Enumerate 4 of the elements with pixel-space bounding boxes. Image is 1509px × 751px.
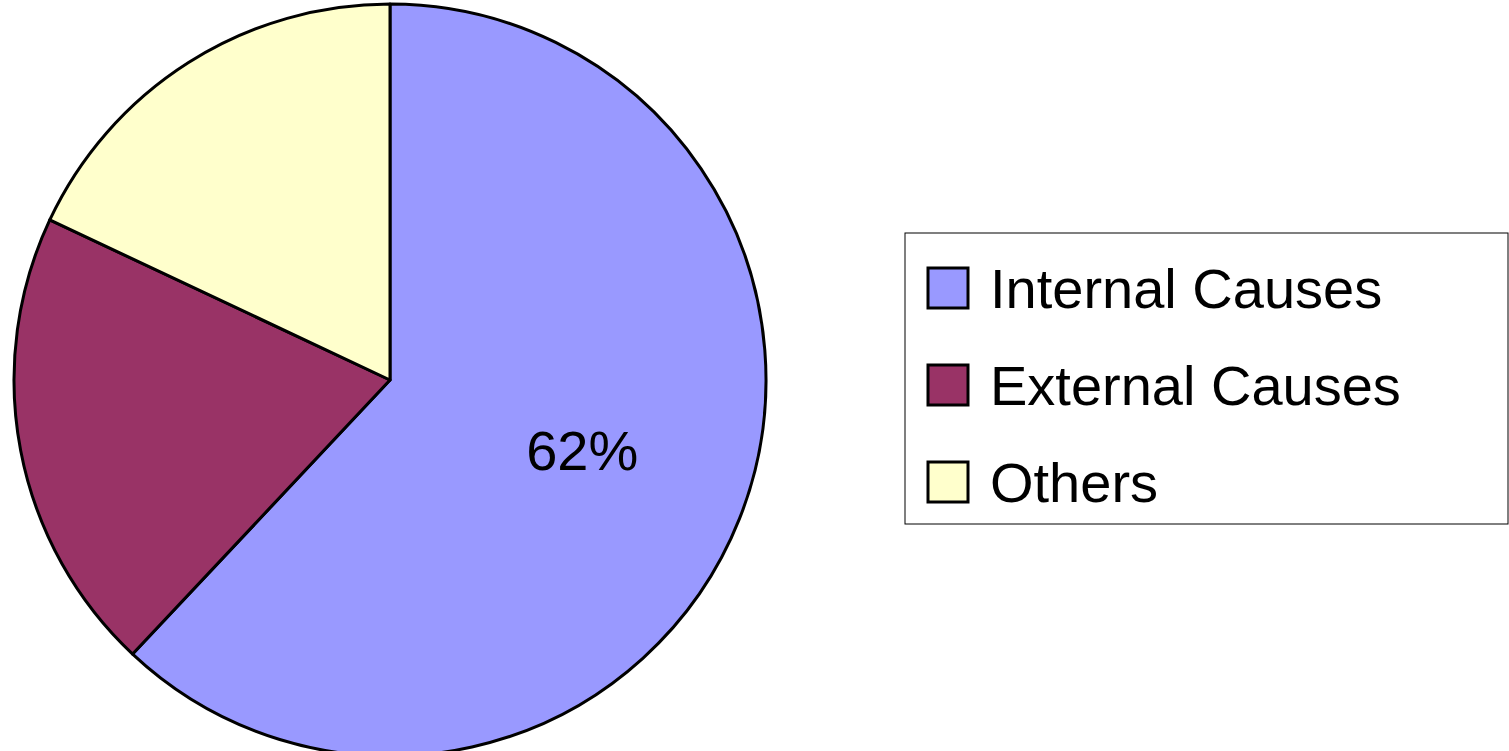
legend-label: External Causes [990,354,1401,417]
legend-label: Others [990,451,1159,514]
legend-label: Internal Causes [990,257,1383,320]
data-label: 62% [526,419,639,483]
